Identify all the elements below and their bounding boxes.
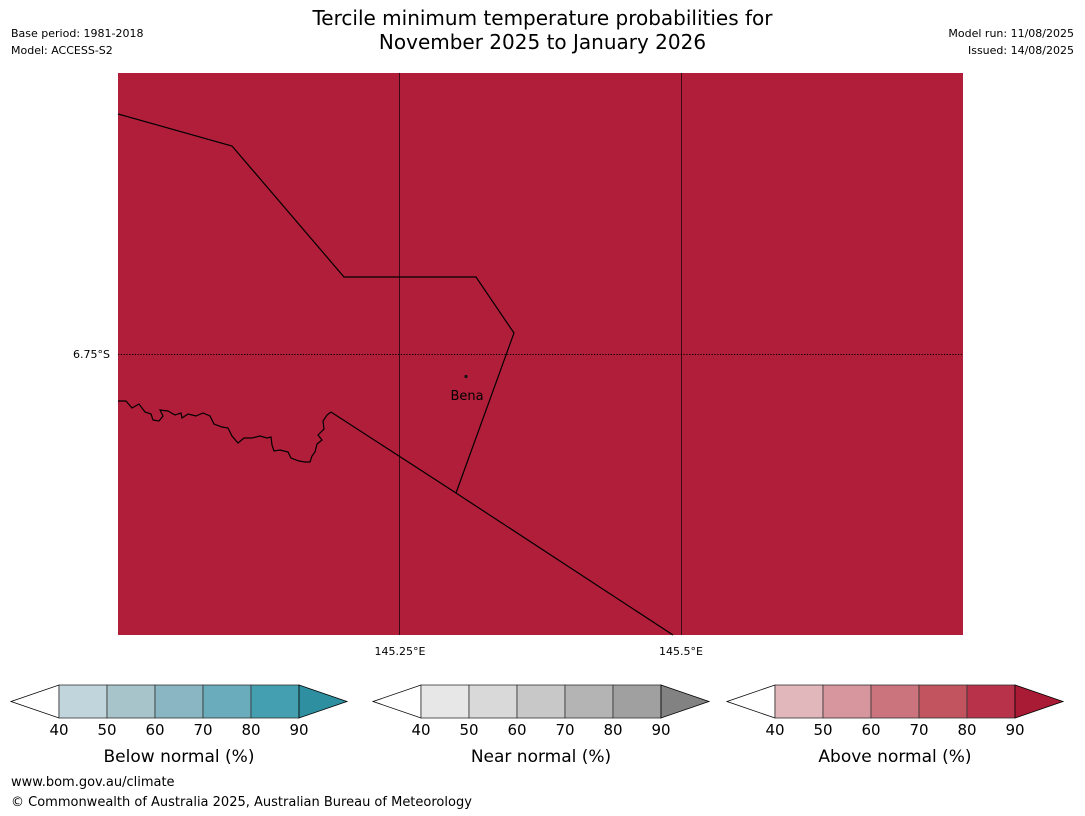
model-run-text: Model run: 11/08/2025 [948, 27, 1074, 40]
run-info: Model run: 11/08/2025 Issued: 14/08/2025 [948, 25, 1074, 59]
legend-swatch [774, 684, 824, 719]
legend-extend-high [660, 684, 711, 719]
legend-swatch [966, 684, 1016, 719]
legend-swatch [154, 684, 204, 719]
legend-swatch [822, 684, 872, 719]
boundary-line-north [117, 113, 515, 494]
base-period-text: Base period: 1981-2018 [11, 27, 144, 40]
legend-below-normal: 40 50 60 70 80 90 Below normal (%) [9, 684, 349, 767]
copyright-text: © Commonwealth of Australia 2025, Austra… [11, 795, 472, 810]
legend-tick-label: 60 [145, 721, 164, 739]
legend-swatch [420, 684, 470, 719]
town-label-bena: Bena [450, 389, 483, 404]
town-marker-bena [464, 374, 468, 379]
legend-swatch [918, 684, 968, 719]
legend-above-normal: 40 50 60 70 80 90 Above normal (%) [725, 684, 1065, 767]
legend-swatch [468, 684, 518, 719]
legend-tick-label: 90 [1005, 721, 1024, 739]
legend-near-normal: 40 50 60 70 80 90 Near normal (%) [371, 684, 711, 767]
legend-extend-low [725, 684, 776, 719]
latitude-label-6-75s: 6.75°S [73, 348, 110, 361]
legend-tick-label: 60 [861, 721, 880, 739]
legend-tick-label: 40 [765, 721, 784, 739]
legend-tick-label: 90 [651, 721, 670, 739]
legend-extend-low [371, 684, 422, 719]
legend-extend-high [1014, 684, 1065, 719]
title-line-2: November 2025 to January 2026 [378, 30, 707, 54]
legend-tick-label: 50 [97, 721, 116, 739]
issued-text: Issued: 14/08/2025 [967, 44, 1074, 57]
legend-tick-label: 70 [193, 721, 212, 739]
legend-tick-label: 60 [507, 721, 526, 739]
legend-extend-low [9, 684, 60, 719]
legend-tick-label: 40 [411, 721, 430, 739]
legend-tick-label: 50 [459, 721, 478, 739]
boundary-line-south [330, 411, 674, 636]
legend-swatch [58, 684, 108, 719]
legend-tick-label: 40 [49, 721, 68, 739]
longitude-label-145-25: 145.25°E [375, 645, 426, 658]
base-info: Base period: 1981-2018 Model: ACCESS-S2 [11, 25, 143, 59]
river-line [118, 400, 332, 463]
legend-extend-high [298, 684, 349, 719]
page-title: Tercile minimum temperature probabilitie… [0, 6, 1085, 54]
legend-tick-label: 70 [909, 721, 928, 739]
legend-swatch [106, 684, 156, 719]
legend-swatch [564, 684, 614, 719]
legend-label: Above normal (%) [818, 747, 971, 767]
title-line-1: Tercile minimum temperature probabilitie… [312, 6, 773, 30]
legend-tick-label: 80 [241, 721, 260, 739]
legend-label: Below normal (%) [104, 747, 255, 767]
legend-tick-label: 70 [555, 721, 574, 739]
website-link[interactable]: www.bom.gov.au/climate [11, 775, 175, 790]
legend-tick-label: 90 [289, 721, 308, 739]
legend-label: Near normal (%) [471, 747, 611, 767]
legend-swatch [250, 684, 300, 719]
legend-swatch [516, 684, 566, 719]
model-text: Model: ACCESS-S2 [11, 44, 113, 57]
legend-tick-label: 80 [603, 721, 622, 739]
legend-tick-label: 50 [813, 721, 832, 739]
legend-swatch [870, 684, 920, 719]
legend-swatch [202, 684, 252, 719]
longitude-label-145-5: 145.5°E [659, 645, 703, 658]
legend-swatch [612, 684, 662, 719]
legend-tick-label: 80 [957, 721, 976, 739]
